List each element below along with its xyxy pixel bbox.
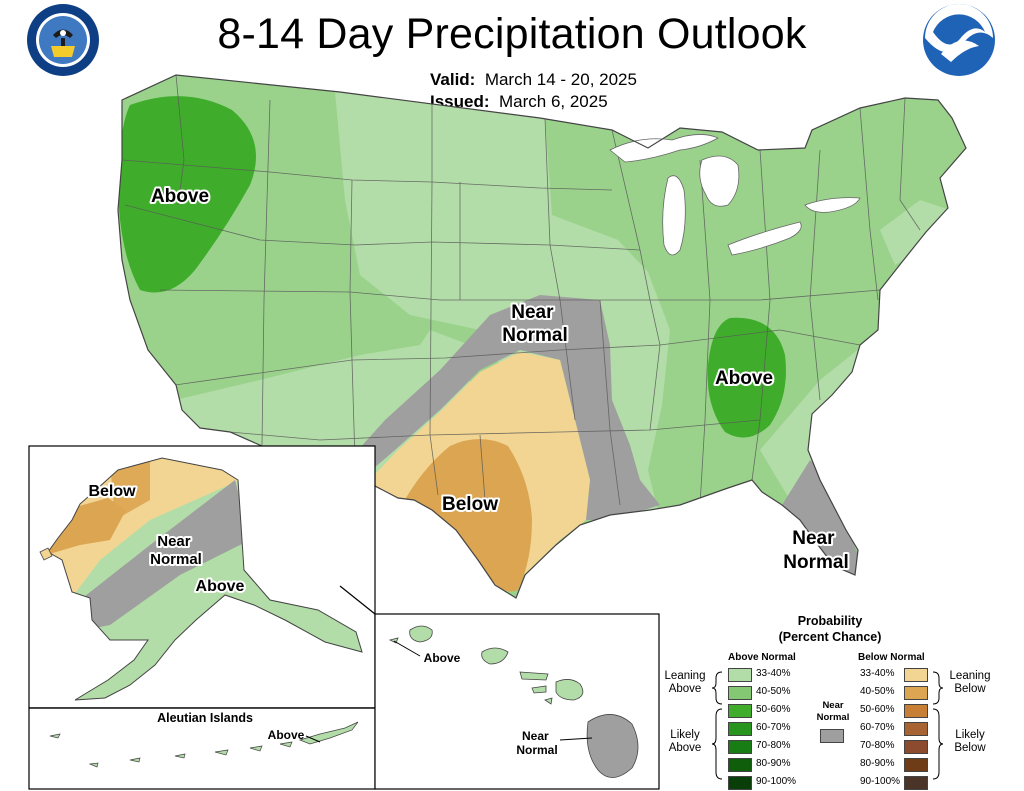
aleutian-title: Aleutian Islands	[157, 711, 253, 725]
state-boundaries	[121, 75, 921, 506]
legend-above-swatch	[728, 722, 752, 736]
label-texas-below: Below	[442, 494, 498, 515]
legend-below-range: 50-60%	[860, 704, 895, 715]
legend-below-header: Below Normal	[858, 652, 925, 663]
legend-likely-below: Likely Below	[945, 729, 995, 755]
legend-leaning-above-l2: Above	[668, 683, 702, 695]
label-aleutian-above: Above	[268, 728, 305, 742]
hawaii-above-pointer	[393, 640, 421, 657]
label-central-near-normal-line2: Normal	[502, 325, 567, 346]
label-alaska-near-normal: Near Normal	[150, 533, 202, 568]
label-alaska-near-normal-line1: Near	[157, 533, 191, 550]
legend-likely-below-l1: Likely	[955, 729, 985, 741]
legend-below-range: 70-80%	[860, 740, 895, 751]
legend-below-range: 80-90%	[860, 758, 895, 769]
legend-below-range: 40-50%	[860, 686, 895, 697]
great-lakes	[609, 134, 861, 256]
legend-above-swatch	[728, 704, 752, 718]
department-of-commerce-seal-icon	[23, 2, 103, 83]
legend-likely-below-l2: Below	[954, 742, 986, 754]
legend-above-swatch	[728, 776, 752, 790]
legend-likely-above: Likely Above	[660, 729, 710, 755]
legend-subtitle: (Percent Chance)	[778, 630, 882, 644]
label-hawaii-near-normal-line2: Normal	[516, 743, 557, 757]
legend-near-normal-l2: Normal	[816, 712, 850, 723]
legend-above-range: 60-70%	[756, 722, 791, 733]
legend-above-range: 33-40%	[756, 668, 791, 679]
legend-below-range: 33-40%	[860, 668, 895, 679]
legend-leaning-above-l1: Leaning	[664, 670, 706, 682]
legend-leaning-above: Leaning Above	[660, 670, 710, 696]
label-alaska-near-normal-line2: Normal	[150, 551, 202, 568]
hawaii-near-normal-pointer	[559, 737, 593, 741]
inset-divider-diag	[339, 585, 376, 615]
legend-near-normal-l1: Near	[822, 700, 844, 711]
aleutian-islands	[49, 721, 359, 768]
issued-value: March 6, 2025	[498, 92, 608, 111]
legend-above-swatch	[728, 740, 752, 754]
legend-below-swatch	[904, 722, 928, 736]
label-hawaii-above: Above	[424, 651, 461, 665]
legend-above-swatch	[728, 758, 752, 772]
legend-above-range: 50-60%	[756, 704, 791, 715]
label-florida-near-normal-line2: Normal	[783, 552, 848, 573]
label-florida-near-normal: Near Normal	[783, 528, 848, 573]
legend-near-normal-swatch	[820, 729, 844, 743]
label-florida-near-normal-line1: Near	[792, 528, 835, 549]
legend-likely-above-l1: Likely	[670, 729, 700, 741]
legend-leaning-below-l1: Leaning	[949, 670, 991, 682]
legend-below-swatch	[904, 776, 928, 790]
legend-below-swatch	[904, 686, 928, 700]
aleutian-pointer	[305, 735, 321, 743]
legend-below-swatch	[904, 740, 928, 754]
valid-label: Valid:	[430, 70, 476, 89]
valid-value: March 14 - 20, 2025	[484, 70, 637, 89]
legend-above-range: 80-90%	[756, 758, 791, 769]
legend-below-swatch	[904, 758, 928, 772]
legend-above-range: 90-100%	[756, 776, 797, 787]
legend-likely-above-l2: Above	[668, 742, 702, 754]
label-central-near-normal: Near Normal	[502, 302, 567, 346]
label-hawaii-near-normal-line1: Near	[522, 729, 549, 743]
legend-above-swatch	[728, 668, 752, 682]
legend-leaning-below: Leaning Below	[945, 670, 995, 696]
legend-braces	[711, 671, 944, 780]
label-alaska-above: Above	[196, 578, 245, 595]
alaska-outline	[47, 457, 363, 701]
legend-above-range: 40-50%	[756, 686, 791, 697]
map-title: 8-14 Day Precipitation Outlook	[217, 10, 807, 58]
noaa-logo-icon	[921, 2, 997, 83]
valid-dates: Valid: March 14 - 20, 2025	[430, 70, 637, 90]
legend-below-swatch	[904, 704, 928, 718]
hawaii-islands	[388, 625, 639, 778]
legend-above-header: Above Normal	[728, 652, 796, 663]
legend-near-normal-label: Near Normal	[813, 700, 853, 724]
legend-below-range: 60-70%	[860, 722, 895, 733]
legend-above-swatch	[728, 686, 752, 700]
issued-date: Issued: March 6, 2025	[430, 92, 608, 112]
label-tennessee-above: Above	[715, 368, 773, 389]
legend-leaning-below-l2: Below	[954, 683, 986, 695]
label-alaska-below: Below	[88, 483, 136, 500]
label-pacific-nw: Above	[151, 186, 209, 207]
st-lawrence-island	[39, 547, 53, 561]
legend-above-range: 70-80%	[756, 740, 791, 751]
label-central-near-normal-line1: Near	[511, 302, 554, 323]
legend-below-swatch	[904, 668, 928, 682]
legend-title: Probability	[797, 614, 863, 628]
legend-below-range: 90-100%	[860, 776, 901, 787]
label-hawaii-near-normal: Near Normal	[516, 729, 557, 757]
probability-legend: Probability (Percent Chance) Above Norma…	[660, 614, 1000, 790]
